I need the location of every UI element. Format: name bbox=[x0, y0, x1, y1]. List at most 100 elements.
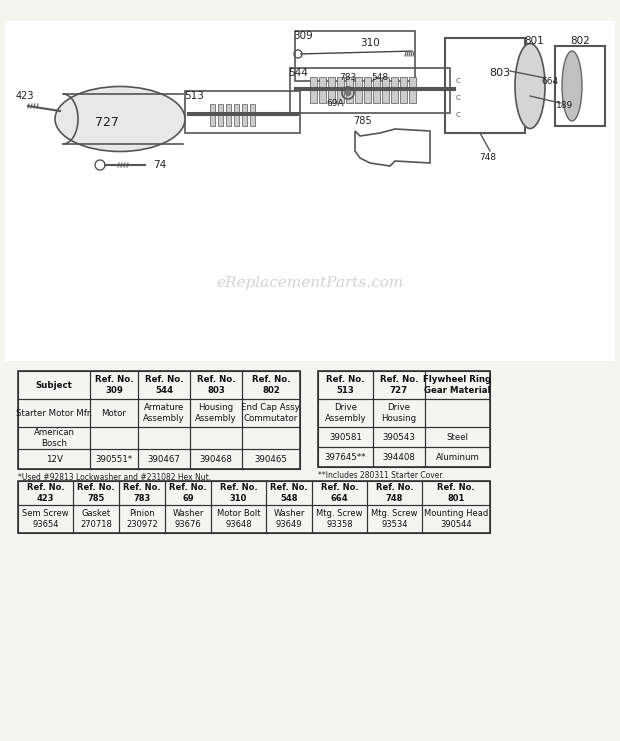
Text: 12V: 12V bbox=[45, 454, 63, 464]
Text: Ref. No.
548: Ref. No. 548 bbox=[270, 483, 308, 502]
Bar bbox=[318, 371, 373, 399]
Text: Armature
Assembly: Armature Assembly bbox=[143, 403, 185, 422]
Bar bbox=[90, 427, 138, 449]
Bar bbox=[234, 104, 239, 126]
Text: Steel: Steel bbox=[446, 433, 469, 442]
Bar bbox=[337, 77, 344, 103]
Text: 548: 548 bbox=[371, 73, 389, 82]
Bar bbox=[242, 104, 247, 126]
Text: Ref. No.
513: Ref. No. 513 bbox=[326, 375, 365, 395]
Text: *Used #92813 Lockwasher and #231082 Hex Nut.: *Used #92813 Lockwasher and #231082 Hex … bbox=[18, 473, 211, 482]
Bar bbox=[266, 481, 312, 505]
Text: Ref. No.
544: Ref. No. 544 bbox=[144, 375, 184, 395]
Text: 310: 310 bbox=[360, 38, 380, 48]
Ellipse shape bbox=[562, 51, 582, 121]
Bar bbox=[138, 449, 190, 469]
Bar bbox=[445, 38, 525, 133]
Text: End Cap Assy.
Commutator: End Cap Assy. Commutator bbox=[241, 403, 301, 422]
Text: 390467: 390467 bbox=[148, 454, 180, 464]
Bar bbox=[165, 505, 211, 533]
Bar bbox=[346, 77, 353, 103]
Bar bbox=[190, 427, 242, 449]
Text: 785: 785 bbox=[353, 116, 371, 126]
Bar bbox=[425, 447, 490, 467]
Bar bbox=[90, 371, 138, 399]
Text: Ref. No.
783: Ref. No. 783 bbox=[123, 483, 161, 502]
Text: 390465: 390465 bbox=[255, 454, 288, 464]
Text: 727: 727 bbox=[95, 116, 119, 130]
Text: Pinion
230972: Pinion 230972 bbox=[126, 509, 158, 528]
Bar bbox=[367, 481, 422, 505]
Text: Mounting Head
390544: Mounting Head 390544 bbox=[424, 509, 488, 528]
Text: Motor: Motor bbox=[102, 408, 126, 417]
Text: 801: 801 bbox=[524, 36, 544, 46]
Bar bbox=[242, 427, 300, 449]
Bar bbox=[373, 427, 425, 447]
Text: Ref. No.
310: Ref. No. 310 bbox=[219, 483, 257, 502]
Bar bbox=[138, 427, 190, 449]
Bar bbox=[382, 77, 389, 103]
Text: Drive
Housing: Drive Housing bbox=[381, 403, 417, 422]
Text: 390581: 390581 bbox=[329, 433, 362, 442]
Text: C: C bbox=[456, 78, 461, 84]
Text: 309: 309 bbox=[293, 31, 313, 41]
Text: Ref. No.
803: Ref. No. 803 bbox=[197, 375, 236, 395]
Bar bbox=[373, 371, 425, 399]
Bar bbox=[373, 399, 425, 427]
Text: Ref. No.
802: Ref. No. 802 bbox=[252, 375, 290, 395]
Text: 74: 74 bbox=[153, 160, 167, 170]
Text: Gasket
270718: Gasket 270718 bbox=[80, 509, 112, 528]
Bar bbox=[90, 449, 138, 469]
Text: Motor Bolt
93648: Motor Bolt 93648 bbox=[217, 509, 260, 528]
Text: Drive
Assembly: Drive Assembly bbox=[325, 403, 366, 422]
Text: Ref. No.
69: Ref. No. 69 bbox=[169, 483, 207, 502]
Text: 748: 748 bbox=[479, 153, 497, 162]
Text: Flywheel Ring
Gear Material: Flywheel Ring Gear Material bbox=[423, 375, 492, 395]
Bar bbox=[328, 77, 335, 103]
Bar bbox=[119, 505, 165, 533]
Bar bbox=[18, 505, 73, 533]
Bar bbox=[138, 371, 190, 399]
Bar bbox=[425, 399, 490, 427]
Text: 802: 802 bbox=[570, 36, 590, 46]
Bar bbox=[425, 427, 490, 447]
Bar bbox=[318, 447, 373, 467]
Text: Ref. No.
727: Ref. No. 727 bbox=[379, 375, 419, 395]
Bar bbox=[266, 505, 312, 533]
Text: 783: 783 bbox=[339, 73, 356, 82]
Bar bbox=[555, 46, 605, 126]
Bar bbox=[319, 77, 326, 103]
Bar bbox=[242, 371, 300, 399]
Text: Housing
Assembly: Housing Assembly bbox=[195, 403, 237, 422]
Bar bbox=[190, 371, 242, 399]
Ellipse shape bbox=[515, 44, 545, 128]
Bar bbox=[210, 104, 215, 126]
Text: Ref. No.
801: Ref. No. 801 bbox=[437, 483, 475, 502]
Bar bbox=[185, 91, 300, 133]
Text: Subject: Subject bbox=[35, 380, 73, 390]
Bar bbox=[318, 427, 373, 447]
Text: 390551*: 390551* bbox=[95, 454, 133, 464]
Text: Ref. No.
748: Ref. No. 748 bbox=[376, 483, 414, 502]
Text: 513: 513 bbox=[184, 91, 204, 101]
Bar bbox=[138, 399, 190, 427]
Bar bbox=[18, 399, 90, 427]
Bar bbox=[312, 481, 367, 505]
Bar bbox=[226, 104, 231, 126]
Text: Sem Screw
93654: Sem Screw 93654 bbox=[22, 509, 69, 528]
Text: American
Bosch: American Bosch bbox=[33, 428, 74, 448]
Bar bbox=[242, 399, 300, 427]
Text: Ref. No.
785: Ref. No. 785 bbox=[77, 483, 115, 502]
Bar bbox=[190, 399, 242, 427]
Ellipse shape bbox=[55, 87, 185, 151]
Text: Mtg. Screw
93358: Mtg. Screw 93358 bbox=[316, 509, 363, 528]
Text: 394408: 394408 bbox=[383, 453, 415, 462]
Text: Washer
93649: Washer 93649 bbox=[273, 509, 304, 528]
Bar bbox=[250, 104, 255, 126]
Text: 69A: 69A bbox=[326, 99, 344, 107]
Bar bbox=[373, 447, 425, 467]
Bar bbox=[18, 449, 90, 469]
Text: Mtg. Screw
93534: Mtg. Screw 93534 bbox=[371, 509, 418, 528]
Bar bbox=[73, 505, 119, 533]
Bar bbox=[119, 481, 165, 505]
